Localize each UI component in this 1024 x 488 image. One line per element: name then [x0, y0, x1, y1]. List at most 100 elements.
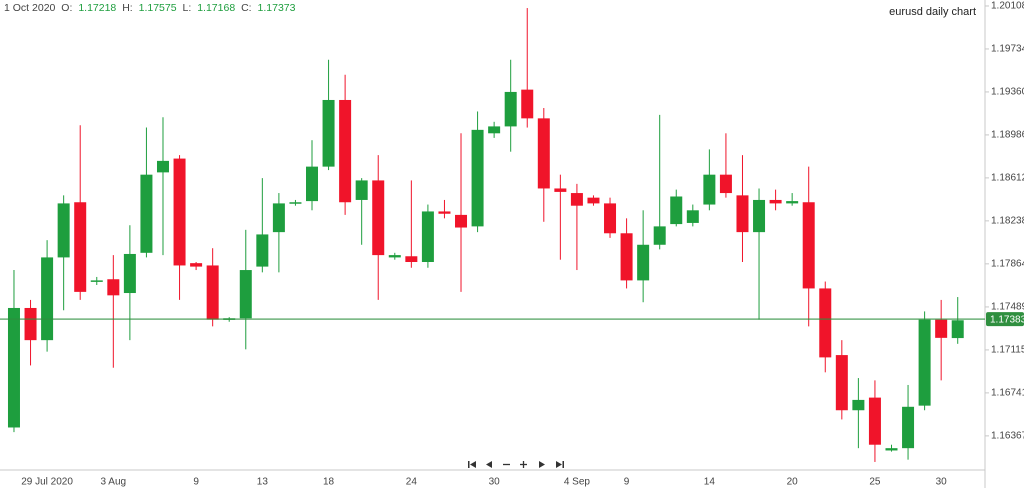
candle-body: [521, 89, 534, 119]
candle-body: [239, 270, 252, 319]
candle-body: [537, 118, 550, 189]
candle-body: [156, 160, 169, 173]
y-tick-label: 1.20108: [991, 1, 1024, 12]
candle-body: [852, 399, 865, 411]
x-tick-label: 30: [936, 477, 948, 488]
x-tick-label: 20: [787, 477, 799, 488]
y-tick-label: 1.17489: [991, 302, 1024, 313]
candle-body: [736, 195, 749, 233]
candle-body: [802, 202, 815, 289]
candle-body: [902, 406, 915, 449]
candle-body: [637, 244, 650, 281]
last-price-label: 1.17383: [990, 314, 1024, 325]
candle-body: [256, 234, 269, 267]
nav-zoom-in[interactable]: [520, 461, 527, 468]
candle-body: [918, 319, 931, 406]
y-tick-label: 1.19734: [991, 44, 1024, 55]
candle-body: [355, 180, 368, 200]
candle-body: [123, 253, 136, 294]
x-tick-label: 4 Sep: [564, 477, 591, 488]
candle-body: [206, 265, 219, 320]
y-tick-label: 1.16741: [991, 388, 1024, 399]
candle-body: [471, 129, 484, 227]
candle-body: [339, 99, 352, 203]
candle-body: [289, 202, 302, 204]
candle-body: [488, 126, 501, 134]
candle-body: [570, 193, 583, 206]
candle-body: [272, 203, 285, 233]
candle-body: [322, 99, 335, 167]
candle-body: [653, 226, 666, 245]
candle-body: [372, 180, 385, 256]
x-tick-label: 18: [323, 477, 335, 488]
header-value: 1.17218: [78, 2, 116, 14]
candle-body: [190, 263, 203, 267]
header-value: 1.17575: [139, 2, 177, 14]
candle-body: [604, 203, 617, 234]
candle-body: [753, 199, 766, 233]
x-tick-label: 3 Aug: [101, 477, 127, 488]
candle-body: [719, 174, 732, 194]
header-label: H:: [122, 2, 133, 14]
candle-body: [107, 279, 120, 296]
candle-body: [951, 320, 964, 339]
x-tick-label: 14: [704, 477, 716, 488]
candle-body: [769, 199, 782, 204]
header-label: C:: [241, 2, 252, 14]
candle-body: [587, 197, 600, 204]
y-tick-label: 1.18238: [991, 216, 1024, 227]
nav-last[interactable]: [556, 461, 564, 468]
candle-body: [786, 201, 799, 204]
candle-body: [405, 256, 418, 263]
candle-body: [620, 233, 633, 281]
last-price-box: [986, 312, 1024, 327]
header-value: 1.17168: [197, 2, 235, 14]
x-tick-label: 30: [489, 477, 501, 488]
x-tick-label: 13: [257, 477, 269, 488]
nav-back[interactable]: [486, 461, 492, 468]
x-tick-label: 25: [869, 477, 881, 488]
candle-body: [670, 196, 683, 225]
y-tick-label: 1.19360: [991, 87, 1024, 98]
candle-body: [455, 214, 468, 228]
candle-body: [388, 255, 401, 258]
header-value: 1.17373: [258, 2, 296, 14]
candle-body: [306, 166, 319, 202]
x-tick-label: 9: [193, 477, 199, 488]
x-tick-label: 9: [624, 477, 630, 488]
header-label: L:: [183, 2, 192, 14]
y-tick-label: 1.17864: [991, 258, 1024, 269]
x-tick-label: 29 Jul 2020: [21, 477, 73, 488]
ohlc-header: 1 Oct 2020 O: 1.17218 H: 1.17575 L: 1.17…: [4, 2, 296, 14]
nav-controls: [468, 461, 564, 468]
header-label: O:: [61, 2, 72, 14]
candle-body: [438, 211, 451, 214]
candle-body: [24, 307, 37, 341]
x-tick-label: 24: [406, 477, 418, 488]
candle-body: [173, 158, 186, 266]
y-tick-label: 1.18986: [991, 130, 1024, 141]
y-tick-label: 1.18612: [991, 173, 1024, 184]
candle-body: [74, 202, 87, 292]
candle-body: [554, 188, 567, 192]
nav-forward[interactable]: [539, 461, 545, 468]
candle-body: [41, 257, 54, 341]
header-date: 1 Oct 2020: [4, 2, 56, 14]
candle-body: [868, 397, 881, 445]
candle-body: [504, 91, 517, 127]
candle-body: [935, 319, 948, 338]
candle-body: [835, 355, 848, 411]
candle-body: [885, 448, 898, 451]
candle-body: [819, 288, 832, 358]
candle-body: [7, 307, 20, 428]
y-tick-label: 1.16367: [991, 431, 1024, 442]
candle-body: [703, 174, 716, 205]
candle-body: [421, 211, 434, 263]
candle-body: [140, 174, 153, 253]
candle-body: [686, 210, 699, 223]
nav-first[interactable]: [468, 461, 476, 468]
candle-body: [57, 203, 70, 258]
y-tick-label: 1.17115: [991, 345, 1024, 356]
candle-body: [90, 280, 103, 282]
